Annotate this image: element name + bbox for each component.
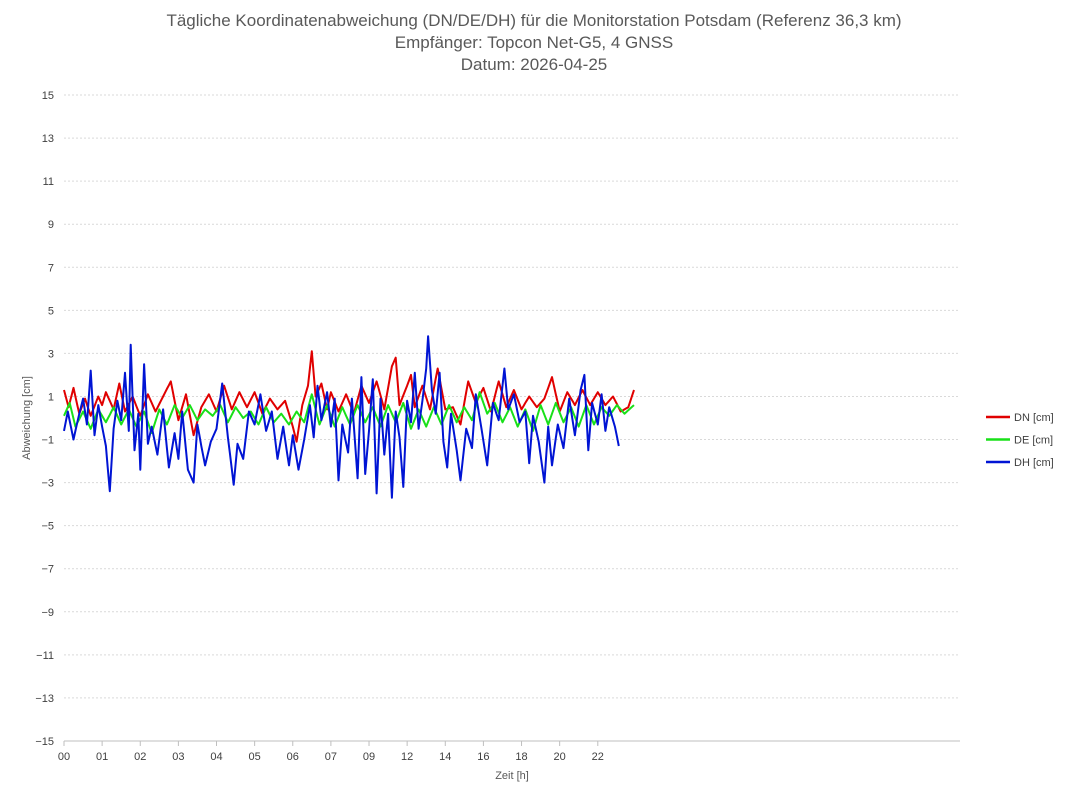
x-tick-label: 04 [210,751,222,763]
x-tick-label: 07 [325,751,337,763]
x-tick-label: 09 [363,751,375,763]
x-tick-label: 03 [172,751,184,763]
y-tick-label: −5 [41,521,54,533]
y-tick-label: 9 [48,219,54,231]
y-tick-label: −11 [36,650,54,662]
y-tick-label: 13 [42,133,54,145]
x-tick-label: 20 [554,751,566,763]
legend-label: DH [cm] [1014,457,1054,469]
x-tick-label: 02 [134,751,146,763]
x-axis: 00 01 02 03 04 05 06 07 09 12 14 16 18 20 22 [58,740,960,763]
legend-label: DN [cm] [1014,412,1054,424]
y-tick-label: −3 [41,478,54,490]
legend: DN [cm] DE [cm] DH [cm] [986,412,1054,469]
series-line-3 [63,335,620,499]
x-tick-label: 16 [477,751,489,763]
x-tick-label: 01 [96,751,108,763]
chart-title: Tägliche Koordinatenabweichung (DN/DE/DH… [166,11,902,30]
y-tick-label: −1 [41,435,54,447]
x-tick-label: 00 [58,751,70,763]
y-axis-label: Abweichung [cm] [21,376,33,460]
y-tick-label: 15 [42,90,54,102]
y-tick-label: 7 [48,262,54,274]
y-tick-label: −13 [35,693,54,705]
y-tick-label: −9 [41,607,54,619]
chart-date: Datum: 2026-04-25 [460,55,608,74]
y-tick-label: 3 [48,348,54,360]
x-tick-label: 06 [287,751,299,763]
y-tick-label: 5 [48,305,54,317]
series-line-2 [63,391,635,435]
x-tick-label: 12 [401,751,413,763]
y-tick-label: 1 [48,391,54,403]
y-tick-label: −7 [41,564,54,576]
x-tick-label: 22 [592,751,604,763]
y-tick-label: 11 [43,176,54,188]
series-lines [63,335,635,499]
series-line-1 [63,350,635,443]
legend-label: DE [cm] [1014,435,1053,447]
title-block: Tägliche Koordinatenabweichung (DN/DE/DH… [0,10,1068,76]
x-tick-label: 18 [515,751,527,763]
chart-subtitle: Empfänger: Topcon Net-G5, 4 GNSS [394,33,674,52]
x-axis-label: Zeit [h] [495,770,529,782]
x-tick-label: 05 [249,751,261,763]
x-tick-label: 14 [439,751,451,763]
y-tick-label: −15 [35,736,54,748]
